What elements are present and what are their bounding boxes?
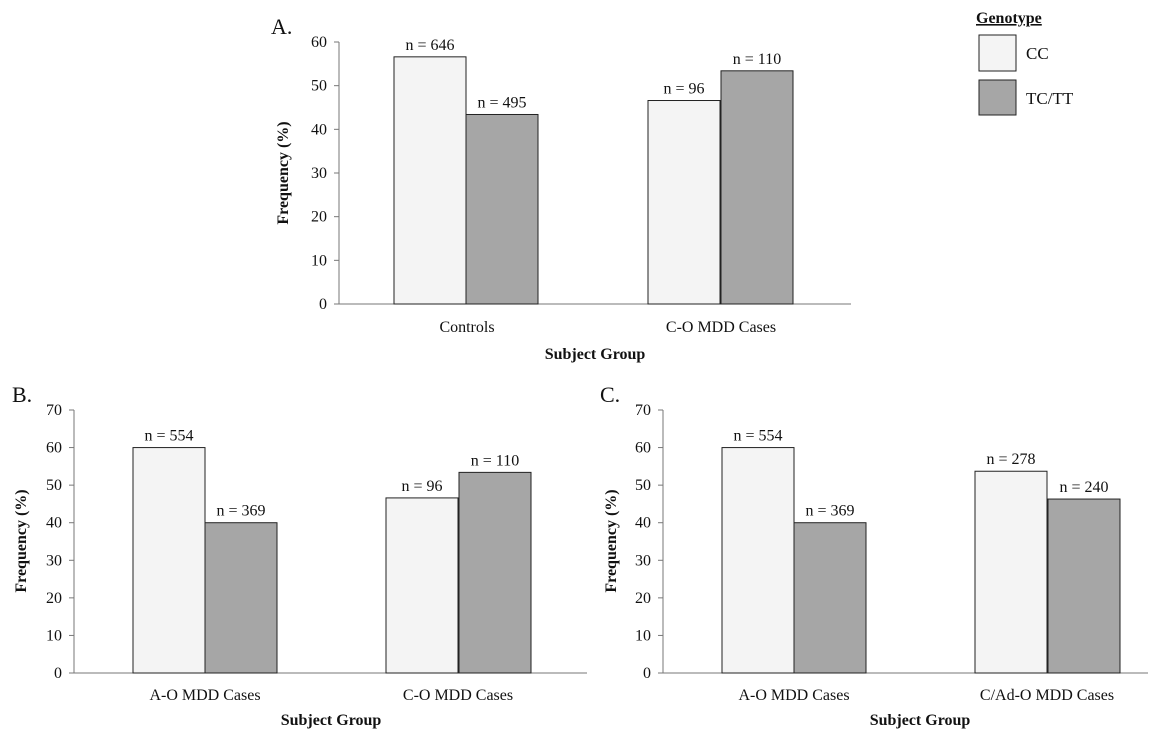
bar-cc: [385, 497, 459, 674]
x-axis-title: Subject Group: [870, 712, 971, 729]
panel-letter: B.: [12, 382, 32, 407]
bar-data-label: n = 495: [477, 94, 526, 111]
legend-label-cc: CC: [1026, 44, 1049, 63]
y-axis-title: Frequency (%): [275, 121, 292, 224]
bar-data-label: n = 554: [144, 428, 193, 445]
x-category-label: C-O MDD Cases: [666, 319, 776, 336]
y-tick-label: 20: [46, 590, 62, 607]
bar-data-label: n = 646: [405, 37, 454, 54]
y-tick-label: 50: [635, 477, 651, 494]
x-axis-title: Subject Group: [545, 346, 646, 363]
bar-cc: [393, 56, 467, 305]
y-tick-label: 40: [46, 515, 62, 532]
bar-data-label: n = 240: [1059, 479, 1108, 496]
bar-cc: [721, 447, 795, 674]
legend: Genotype CC TC/TT: [976, 10, 1074, 116]
y-tick-label: 20: [311, 209, 327, 226]
legend-swatch-tctt: [978, 79, 1017, 116]
bar-tctt: [458, 471, 532, 674]
y-tick-label: 40: [311, 121, 327, 138]
x-axis-title: Subject Group: [281, 712, 382, 729]
chart-panel-1: A. 0 10 20 30 40 50 60 n = 646 n = 495 Controls n =…: [271, 14, 851, 363]
bar-data-label: n = 96: [401, 478, 442, 495]
x-category-label: C-O MDD Cases: [403, 687, 513, 704]
x-category-label: Controls: [439, 319, 494, 336]
y-tick-label: 30: [46, 552, 62, 569]
y-tick-label: 70: [635, 402, 651, 419]
bar-cc: [132, 447, 206, 674]
bar-data-label: n = 110: [471, 452, 519, 469]
bar-data-label: n = 369: [216, 503, 265, 520]
y-tick-label: 30: [311, 165, 327, 182]
y-tick-label: 50: [311, 78, 327, 95]
bar-data-label: n = 554: [733, 428, 782, 445]
bar-data-label: n = 278: [986, 451, 1035, 468]
y-tick-label: 60: [635, 440, 651, 457]
legend-label-tctt: TC/TT: [1026, 89, 1074, 108]
y-axis-title: Frequency (%): [603, 489, 620, 592]
y-tick-label: 60: [46, 440, 62, 457]
bar-tctt: [204, 522, 278, 674]
bar-tctt: [720, 70, 794, 305]
y-tick-label: 10: [311, 252, 327, 269]
legend-swatch-cc: [978, 34, 1017, 72]
y-tick-label: 30: [635, 552, 651, 569]
y-tick-label: 0: [643, 665, 651, 682]
chart-panel-3: C. 0 10 20 30 40 50 60 70 n = 554 n = 369 A-O MDD C…: [600, 382, 1148, 729]
y-tick-label: 20: [635, 590, 651, 607]
y-tick-label: 0: [319, 296, 327, 313]
y-tick-label: 40: [635, 515, 651, 532]
legend-title: Genotype: [976, 10, 1042, 27]
y-axis-title: Frequency (%): [13, 489, 30, 592]
y-tick-label: 10: [635, 627, 651, 644]
chart-panel-2: B. 0 10 20 30 40 50 60 70 n = 554 n = 369 A-O MDD C…: [12, 382, 587, 729]
bar-tctt: [793, 522, 867, 674]
bar-tctt: [465, 113, 539, 305]
y-tick-label: 10: [46, 627, 62, 644]
bar-data-label: n = 369: [805, 503, 854, 520]
x-category-label: C/Ad-O MDD Cases: [980, 687, 1114, 704]
bar-cc: [647, 100, 721, 305]
bar-cc: [974, 470, 1048, 674]
y-tick-label: 70: [46, 402, 62, 419]
panel-letter: A.: [271, 14, 292, 39]
y-tick-label: 60: [311, 34, 327, 51]
x-category-label: A-O MDD Cases: [738, 687, 849, 704]
x-category-label: A-O MDD Cases: [149, 687, 260, 704]
y-tick-label: 0: [54, 665, 62, 682]
bar-data-label: n = 96: [663, 81, 704, 98]
panel-letter: C.: [600, 382, 620, 407]
bar-data-label: n = 110: [733, 51, 781, 68]
bar-tctt: [1047, 498, 1121, 674]
y-tick-label: 50: [46, 477, 62, 494]
